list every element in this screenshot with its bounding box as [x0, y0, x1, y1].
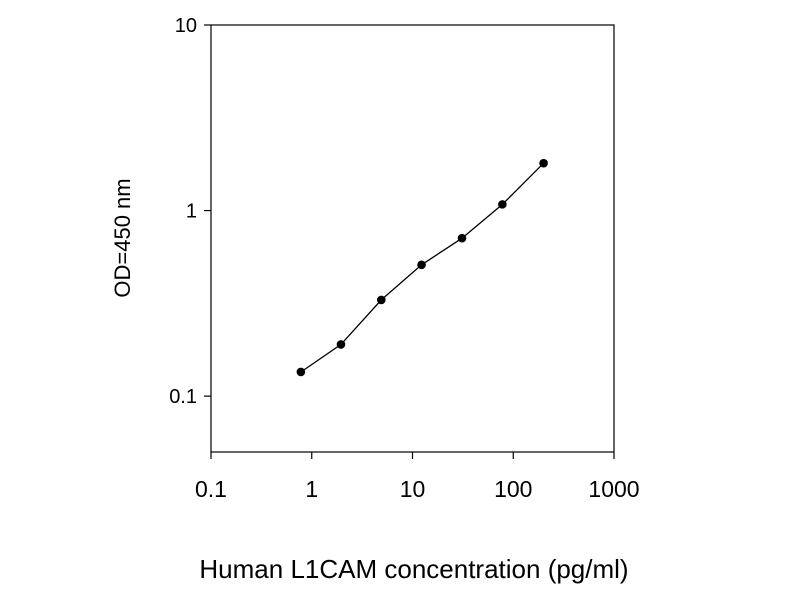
data-point: [457, 233, 467, 243]
data-point: [376, 295, 386, 305]
x-tick-label: 0.1: [195, 476, 227, 502]
data-point: [498, 200, 507, 209]
x-axis-label: Human L1CAM concentration (pg/ml): [199, 554, 628, 584]
x-tick-label: 100: [494, 476, 532, 502]
data-point: [296, 367, 306, 377]
data-point: [336, 340, 346, 349]
y-tick-label: 10: [175, 15, 197, 37]
y-axis-ticks: 0.1 1 10: [169, 15, 211, 408]
data-point: [539, 158, 548, 168]
y-axis-label: OD=450 nm: [110, 178, 135, 297]
plot-border: [210, 24, 615, 453]
y-tick-label: 1: [186, 201, 197, 223]
series-layer: [296, 158, 548, 377]
x-tick-label: 10: [400, 476, 426, 502]
x-tick-label: 1000: [588, 476, 639, 502]
plot-frame: [210, 24, 615, 453]
x-tick-label: 1: [305, 476, 318, 502]
x-axis-ticks: 0.1 1 10 100 1000: [195, 452, 640, 502]
y-tick-label: 0.1: [169, 386, 197, 408]
data-point: [417, 260, 426, 270]
